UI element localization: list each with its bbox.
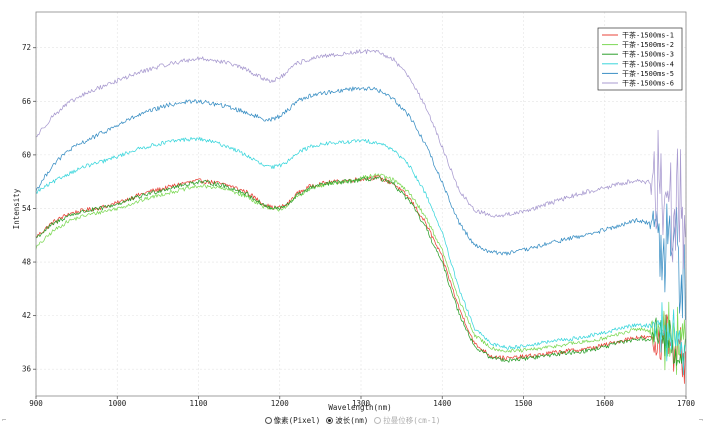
x-axis-title: Wavelength(nm) [328, 403, 391, 412]
legend-label: 干茶-1500ms-2 [622, 40, 674, 49]
x-tick-label: 1100 [189, 399, 208, 408]
x-tick-label: 900 [29, 399, 43, 408]
y-tick-label: 72 [22, 43, 31, 52]
y-tick-label: 60 [22, 150, 32, 159]
x-tick-label: 1300 [352, 399, 371, 408]
x-tick-label: 1000 [108, 399, 127, 408]
legend-box [597, 27, 683, 91]
radio-raman-label: 拉曼位移(cm-1) [383, 415, 441, 425]
x-tick-label: 1500 [514, 399, 533, 408]
series-line [35, 136, 686, 376]
chart-svg: 900 1000 1100 1200 1300 1400 1500 1600 1700 36 42 4… [12, 11, 696, 412]
x-tick-label: 1400 [433, 399, 452, 408]
legend-label: 干茶-1500ms-5 [622, 69, 674, 78]
x-tick-label: 1200 [271, 399, 290, 408]
legend-label: 干茶-1500ms-4 [622, 59, 674, 68]
radio-wavelength-indicator[interactable] [326, 416, 334, 424]
legend-label: 干茶-1500ms-3 [622, 50, 674, 59]
axes-layer: 900 1000 1100 1200 1300 1400 1500 1600 1700 36 42 4… [22, 11, 696, 408]
y-tick-label: 66 [22, 97, 32, 106]
legend: 干茶-1500ms-1干茶-1500ms-2干茶-1500ms-3干茶-1500… [597, 27, 683, 91]
y-tick-label: 48 [22, 258, 32, 267]
radio-wavelength[interactable]: 波长(nm) [326, 415, 368, 426]
x-tick-label: 1700 [677, 399, 696, 408]
unit-radio-group: 像素(Pixel) 波长(nm) 拉曼位移(cm-1) [0, 413, 705, 427]
series-line [35, 173, 686, 375]
radio-raman-shift: 拉曼位移(cm-1) [374, 415, 440, 426]
series-line [35, 49, 686, 269]
legend-label: 干茶-1500ms-6 [622, 79, 674, 88]
radio-pixel-indicator[interactable] [264, 416, 272, 424]
spectrum-chart: 900 1000 1100 1200 1300 1400 1500 1600 1700 36 42 4… [12, 11, 696, 412]
corner-mark-right: ¬ [698, 416, 703, 424]
radio-pixel[interactable]: 像素(Pixel) [264, 415, 321, 426]
radio-wavelength-label: 波长(nm) [335, 415, 369, 425]
x-tick-label: 1600 [596, 399, 615, 408]
series-line [35, 176, 686, 366]
radio-pixel-label: 像素(Pixel) [273, 415, 321, 425]
y-tick-label: 54 [22, 204, 32, 213]
series-layer [35, 49, 686, 384]
corner-mark-left: ⌐ [2, 416, 7, 424]
y-tick-label: 42 [22, 311, 31, 320]
y-tick-label: 36 [22, 365, 32, 374]
legend-label: 干茶-1500ms-1 [622, 31, 674, 40]
y-axis-title: Intensity [12, 188, 21, 229]
radio-raman-indicator [374, 416, 382, 424]
series-line [35, 86, 686, 320]
